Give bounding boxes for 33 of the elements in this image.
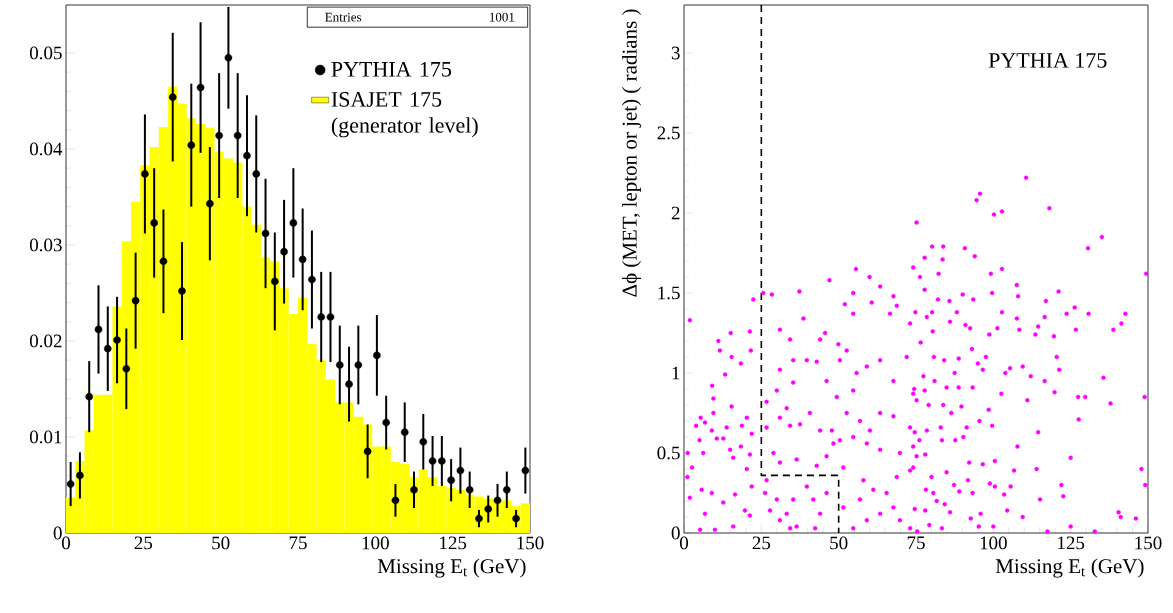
annotation: PYTHIA 175	[988, 53, 1107, 68]
annotation: Entries	[325, 12, 362, 22]
x-tick-label: 75	[289, 536, 307, 550]
x-tick-label: 150	[1135, 536, 1162, 550]
legend-label: ISAJET 175 (generator level)	[331, 92, 478, 138]
y-tick-label: 0.02	[29, 334, 62, 348]
x-tick-label: 75	[907, 536, 925, 550]
y-tick-label: 0.01	[29, 430, 62, 444]
x-tick-label: 50	[212, 536, 230, 550]
y-tick-label: 2.5	[657, 126, 680, 140]
x-tick-label: 150	[517, 536, 544, 550]
y-tick-label: 0.03	[29, 238, 62, 252]
x-tick-label: 25	[134, 536, 153, 550]
y-tick-label: 0	[671, 526, 680, 540]
x-tick-label: 100	[362, 536, 389, 550]
x-tick-label: 100	[980, 536, 1007, 550]
y-tick-label: 1	[672, 366, 680, 380]
y-tick-label: 0.05	[29, 46, 62, 60]
y-tick-label: 0	[53, 526, 62, 540]
y-tick-label: 0.5	[657, 446, 680, 460]
y-axis-title: Δϕ (MET, lepton or jet) ( radians )	[621, 9, 642, 297]
x-tick-label: 125	[1058, 536, 1085, 550]
x-tick-label: 25	[752, 536, 771, 550]
x-axis-title: Missing E$_{t}$ (GeV)	[995, 558, 1144, 578]
annotation: 1001	[490, 12, 515, 22]
y-tick-label: 1.5	[658, 286, 680, 300]
y-tick-label: 3	[671, 46, 680, 60]
legend-label: PYTHIA 175	[331, 62, 452, 77]
x-axis-title: Missing E$_{t}$ (GeV)	[377, 558, 526, 578]
y-tick-label: 0.04	[29, 142, 63, 156]
x-tick-label: 125	[440, 536, 467, 550]
x-tick-label: 50	[830, 536, 848, 550]
y-tick-label: 2	[671, 206, 680, 220]
